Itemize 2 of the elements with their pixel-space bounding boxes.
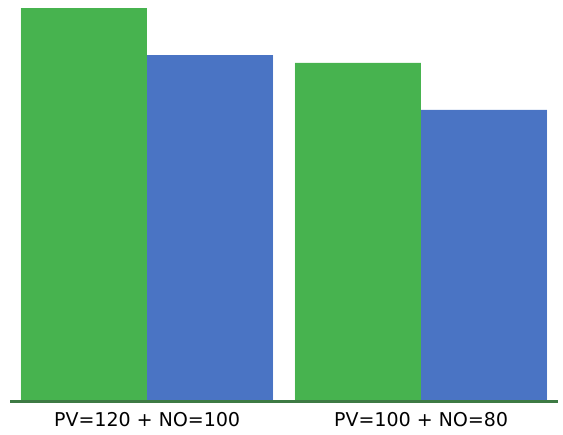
x-tick-label: PV=120 + NO=100 bbox=[54, 408, 240, 431]
x-tick-label: PV=100 + NO=80 bbox=[334, 408, 508, 431]
